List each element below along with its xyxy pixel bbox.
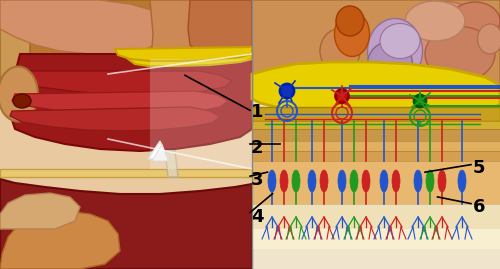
- Ellipse shape: [320, 29, 360, 73]
- Ellipse shape: [458, 170, 466, 192]
- Polygon shape: [165, 151, 178, 177]
- Ellipse shape: [405, 1, 465, 41]
- Ellipse shape: [280, 170, 288, 192]
- Ellipse shape: [380, 23, 420, 58]
- Polygon shape: [0, 211, 120, 269]
- Polygon shape: [252, 204, 500, 229]
- Text: 5: 5: [472, 159, 485, 177]
- Polygon shape: [10, 107, 220, 131]
- Polygon shape: [252, 62, 500, 120]
- Polygon shape: [0, 0, 252, 269]
- Polygon shape: [115, 47, 252, 61]
- Polygon shape: [0, 0, 175, 54]
- Ellipse shape: [308, 170, 316, 192]
- Polygon shape: [152, 144, 168, 161]
- Ellipse shape: [336, 6, 364, 36]
- Polygon shape: [12, 91, 228, 115]
- Ellipse shape: [280, 84, 294, 98]
- Polygon shape: [0, 0, 252, 119]
- Polygon shape: [10, 54, 252, 151]
- Ellipse shape: [334, 12, 370, 56]
- Ellipse shape: [438, 170, 446, 192]
- Polygon shape: [25, 71, 232, 95]
- Polygon shape: [0, 179, 252, 269]
- Polygon shape: [252, 161, 500, 204]
- Ellipse shape: [350, 170, 358, 192]
- Polygon shape: [150, 0, 252, 77]
- Ellipse shape: [368, 41, 412, 87]
- Text: 6: 6: [472, 198, 485, 216]
- Polygon shape: [0, 169, 252, 177]
- Text: 4: 4: [251, 208, 264, 225]
- Text: 3: 3: [251, 171, 264, 189]
- Polygon shape: [252, 151, 500, 161]
- Polygon shape: [252, 229, 500, 249]
- Text: 2: 2: [251, 140, 264, 157]
- Text: 1: 1: [251, 103, 264, 121]
- Polygon shape: [0, 193, 80, 229]
- Ellipse shape: [425, 27, 495, 82]
- Ellipse shape: [380, 170, 388, 192]
- Polygon shape: [188, 0, 252, 56]
- Ellipse shape: [400, 2, 490, 76]
- Polygon shape: [150, 59, 252, 169]
- Polygon shape: [252, 121, 500, 129]
- Ellipse shape: [13, 94, 31, 108]
- Polygon shape: [128, 51, 252, 66]
- Ellipse shape: [338, 170, 346, 192]
- Polygon shape: [252, 0, 500, 107]
- Ellipse shape: [414, 170, 422, 192]
- Ellipse shape: [362, 170, 370, 192]
- Polygon shape: [252, 0, 500, 269]
- Ellipse shape: [336, 90, 348, 102]
- Polygon shape: [252, 141, 500, 151]
- Ellipse shape: [320, 170, 328, 192]
- Polygon shape: [148, 141, 168, 159]
- Ellipse shape: [414, 95, 426, 107]
- Ellipse shape: [478, 24, 500, 54]
- Polygon shape: [30, 0, 252, 114]
- Ellipse shape: [368, 19, 422, 83]
- Ellipse shape: [426, 170, 434, 192]
- Ellipse shape: [392, 170, 400, 192]
- Ellipse shape: [268, 170, 276, 192]
- Ellipse shape: [450, 2, 500, 40]
- Polygon shape: [252, 129, 500, 141]
- Ellipse shape: [0, 66, 38, 122]
- Ellipse shape: [292, 170, 300, 192]
- Polygon shape: [252, 107, 500, 121]
